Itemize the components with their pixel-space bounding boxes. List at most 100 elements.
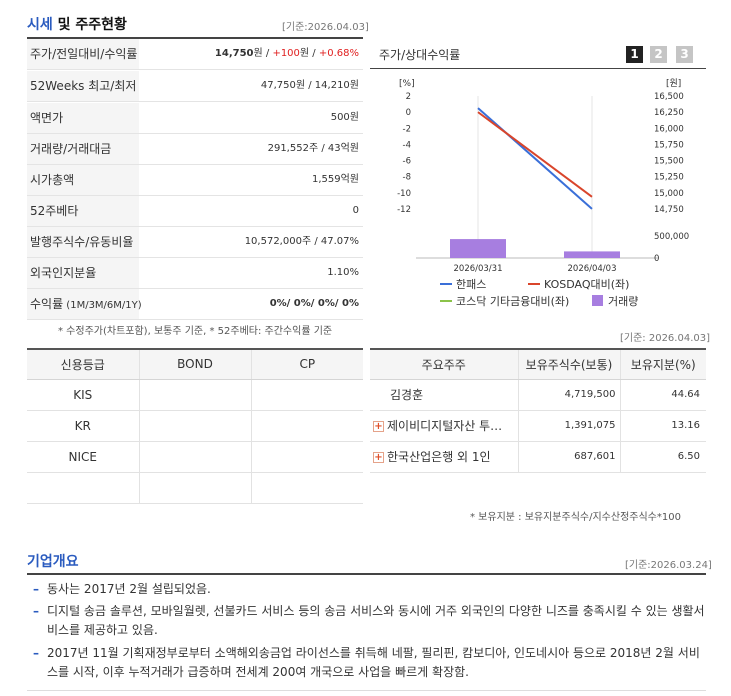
quote-value: 14,750원 / +100원 / +0.68% [214, 48, 359, 59]
holder-pct: 13.16 [619, 410, 706, 442]
right-axis-unit: [원] [666, 78, 681, 89]
credit-header: CP [250, 348, 363, 380]
quote-label: 거래량/거래대금 [27, 134, 139, 164]
chart-page-2-button[interactable]: 2 [650, 46, 667, 63]
chart-top-rule [370, 68, 706, 69]
section-title-overview: 기업개요 [27, 554, 79, 570]
quote-label: 액면가 [27, 103, 139, 133]
quote-value: 1.10% [327, 267, 359, 278]
price-chart: [%] [원] 2 0 -2 -4 -6 -8 -10 -12 16,500 16,250 16,… [397, 78, 689, 308]
table-row: + 제이비디지털자산 투… 1,391,075 13.16 [370, 410, 706, 442]
credit-header: 신용등급 [27, 348, 139, 380]
legend-label: 거래량 [608, 295, 638, 308]
volume-tick-label: 0 [654, 254, 659, 264]
overview-top-rule [27, 573, 706, 575]
quote-value: 291,552주 / 43억원 [267, 143, 359, 154]
legend-label: 코스닥 기타금융대비(좌) [456, 295, 569, 308]
table-row: 김경훈 4,719,500 44.64 [370, 379, 706, 411]
quote-row-market-cap: 시가총액 1,559억원 [27, 165, 363, 196]
credit-bond [138, 472, 251, 504]
credit-bond [138, 410, 251, 442]
table-row: + 한국산업은행 외 1인 687,601 6.50 [370, 441, 706, 473]
credit-agency: KR [27, 410, 139, 442]
left-tick-label: 0 [406, 108, 411, 118]
left-tick-label: -8 [403, 173, 411, 183]
credit-agency: KIS [27, 379, 139, 411]
quote-value: 0%/ 0%/ 0%/ 0% [269, 298, 359, 309]
quote-label: 발행주식수/유동비율 [27, 227, 139, 257]
quote-top-rule [27, 37, 363, 39]
chart-page-3-button[interactable]: 3 [676, 46, 693, 63]
quote-value: 500원 [330, 112, 359, 123]
left-tick-label: -6 [403, 157, 411, 167]
credit-bond [138, 441, 251, 473]
quote-row-beta: 52주베타 0 [27, 196, 363, 227]
table-row: KR [27, 410, 363, 442]
quote-footnote: * 수정주가(차트포함), 보통주 기준, * 52주베타: 주간수익률 기준 [58, 326, 333, 337]
series-line [477, 111, 593, 198]
quote-basis-date: [기준:2026.04.03] [282, 22, 369, 33]
quote-value: 10,572,000주 / 47.07% [244, 236, 359, 247]
quote-label: 외국인지분율 [27, 258, 139, 288]
expand-plus-icon[interactable]: + [373, 452, 384, 463]
left-tick-label: -4 [403, 140, 411, 150]
left-tick-label: 2 [406, 92, 411, 102]
holders-header-row: 주요주주 보유주식수(보통) 보유지분(%) [370, 348, 706, 380]
holder-shares: 4,719,500 [517, 379, 620, 411]
chart-page-1-button[interactable]: 1 [626, 46, 643, 63]
left-tick-label: -2 [403, 124, 411, 134]
holder-name: 김경훈 [370, 379, 518, 411]
right-tick-label: 16,250 [654, 108, 684, 118]
volume-tick-label: 500,000 [654, 232, 689, 242]
credit-cp [250, 379, 363, 411]
left-tick-label: -12 [397, 205, 411, 215]
holder-name: + 제이비디지털자산 투… [370, 410, 518, 442]
quote-row-52week: 52Weeks 최고/최저 47,750원 / 14,210원 [27, 71, 363, 102]
quote-label: 수익률 (1M/3M/6M/1Y) [27, 289, 142, 319]
right-tick-label: 14,750 [654, 205, 684, 215]
credit-cp [250, 410, 363, 442]
holders-footnote: * 보유지분 : 보유지분주식수/지수산정주식수*100 [470, 512, 681, 523]
holders-header: 보유지분(%) [619, 348, 706, 380]
holders-header: 보유주식수(보통) [517, 348, 620, 380]
overview-basis-date: [기준:2026.03.24] [625, 560, 712, 571]
holder-shares: 1,391,075 [517, 410, 620, 442]
legend-label: KOSDAQ대비(좌) [544, 278, 629, 291]
quote-value: 47,750원 / 14,210원 [260, 80, 359, 91]
table-row: KIS [27, 379, 363, 411]
major-shareholders-table: 주요주주 보유주식수(보통) 보유지분(%) 김경훈 4,719,500 44.… [370, 348, 706, 473]
legend-label: 한패스 [456, 278, 486, 291]
quote-row-shares: 발행주식수/유동비율 10,572,000주 / 47.07% [27, 227, 363, 258]
right-tick-label: 15,500 [654, 157, 684, 167]
holder-pct: 6.50 [619, 441, 706, 473]
bullet-dash-icon: – [33, 646, 39, 660]
left-tick-label: -10 [397, 189, 411, 199]
section-title-quote: 시세 및 주주현황 [27, 17, 127, 33]
quote-row-foreign: 외국인지분율 1.10% [27, 258, 363, 289]
table-row [27, 472, 363, 504]
quote-label: 주가/전일대비/수익률 [27, 39, 139, 69]
right-tick-label: 16,500 [654, 92, 684, 102]
quote-label: 시가총액 [27, 165, 139, 195]
right-tick-label: 15,250 [654, 173, 684, 183]
x-tick-label: 2026/04/03 [568, 264, 617, 274]
credit-header: BOND [138, 348, 251, 380]
quote-label: 52Weeks 최고/최저 [27, 71, 139, 101]
chart-title: 주가/상대수익률 [379, 48, 461, 62]
legend-swatch [592, 295, 603, 306]
x-tick-label: 2026/03/31 [454, 264, 503, 274]
holders-header: 주요주주 [370, 348, 518, 380]
table-row: NICE [27, 441, 363, 473]
volume-bar [564, 251, 620, 258]
left-axis-unit: [%] [399, 79, 415, 89]
expand-plus-icon[interactable]: + [373, 421, 384, 432]
credit-cp [250, 472, 363, 504]
quote-row-price: 주가/전일대비/수익률 14,750원 / +100원 / +0.68% [27, 39, 363, 70]
credit-cp [250, 441, 363, 473]
credit-bond [138, 379, 251, 411]
credit-header-row: 신용등급 BOND CP [27, 348, 363, 380]
overview-item: –2017년 11월 기획재정부로부터 소액해외송금업 라이선스를 취득해 네팔… [33, 646, 700, 679]
right-tick-label: 16,000 [654, 124, 684, 134]
bullet-dash-icon: – [33, 582, 39, 596]
right-tick-label: 15,000 [654, 189, 684, 199]
